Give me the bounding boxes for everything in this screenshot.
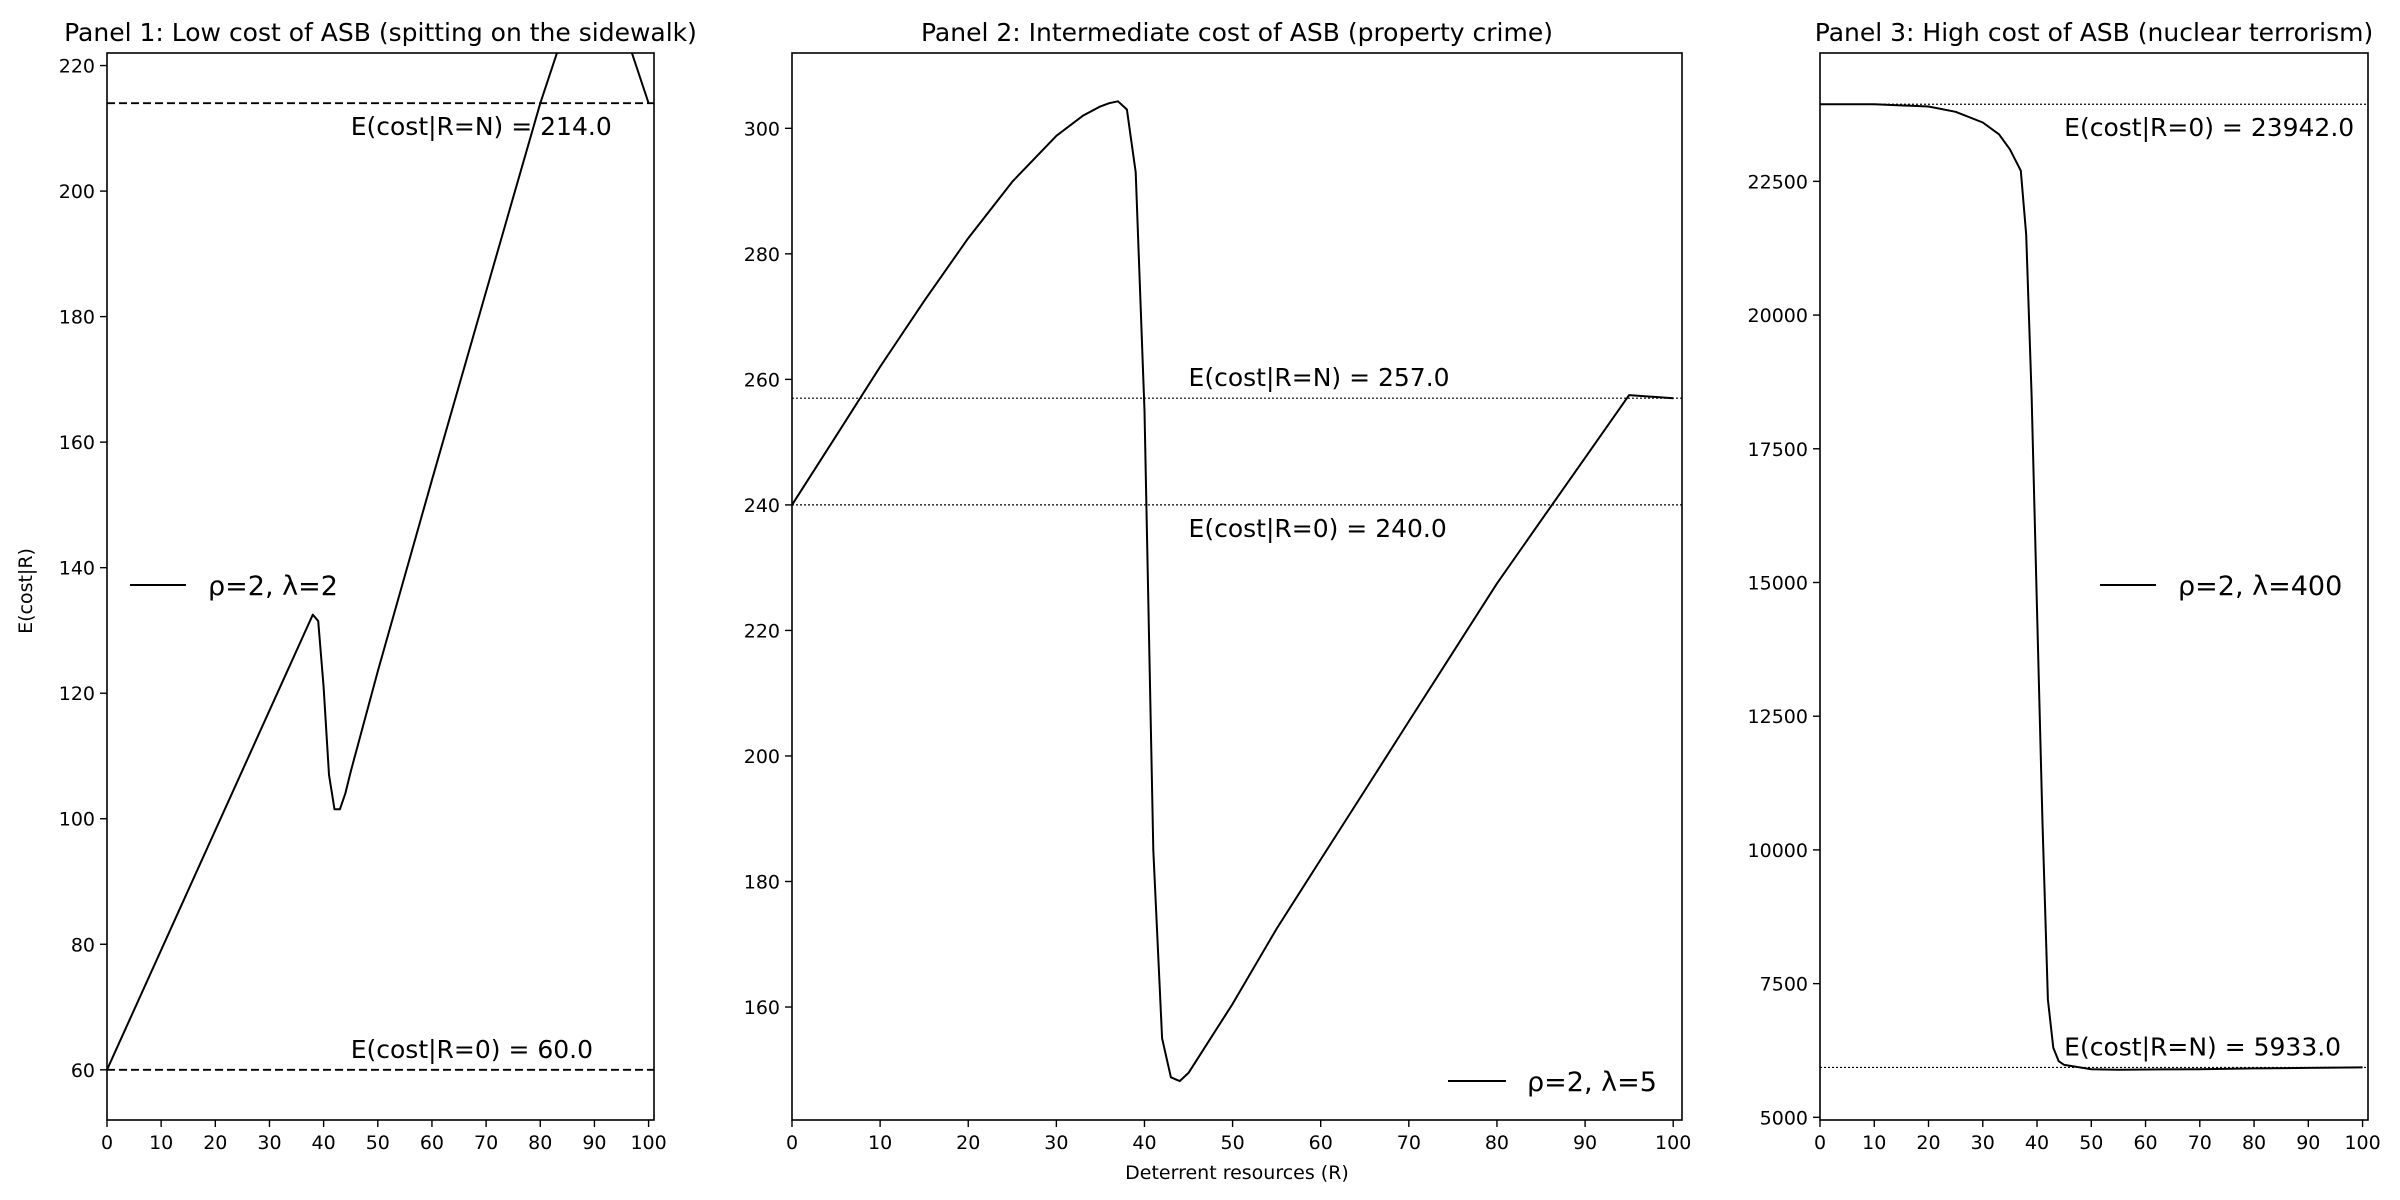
- panel-2-reference-label-2: E(cost|R=0) = 240.0: [1189, 514, 1447, 543]
- panel-2: Panel 2: Intermediate cost of ASB (prope…: [744, 18, 1692, 1154]
- panel-1-series-line-1: [107, 53, 650, 1071]
- panel-3-x-tick-label-0: 0: [1814, 1132, 1826, 1154]
- panel-3-plot-frame: [1819, 52, 2369, 1121]
- panel-2-x-tick-label-30: 30: [1044, 1132, 1068, 1154]
- panel-1-x-tick-label-20: 20: [203, 1132, 227, 1154]
- panel-3-y-tick-label-10000: 10000: [1748, 840, 1808, 862]
- panel-2-x-tick-label-50: 50: [1221, 1132, 1245, 1154]
- panel-1: Panel 1: Low cost of ASB (spitting on th…: [59, 18, 697, 1154]
- panel-1-legend: ρ=2, λ=2: [130, 571, 338, 602]
- panel-3-y-tick-label-7500: 7500: [1760, 974, 1808, 996]
- panel-2-x-tick-label-10: 10: [868, 1132, 892, 1154]
- panel-1-x-tick-label-80: 80: [528, 1132, 552, 1154]
- panel-3-y-tick-label-22500: 22500: [1748, 171, 1808, 193]
- panel-2-y-tick-label-260: 260: [744, 369, 780, 391]
- panel-3-y-tick-label-12500: 12500: [1748, 706, 1808, 728]
- panel-2-y-tick-label-200: 200: [744, 746, 780, 768]
- panel-3: Panel 3: High cost of ASB (nuclear terro…: [1748, 18, 2381, 1154]
- panel-2-x-tick-label-40: 40: [1132, 1132, 1156, 1154]
- panel-2-legend: ρ=2, λ=5: [1448, 1067, 1657, 1098]
- panel-1-y-tick-label-180: 180: [59, 307, 95, 329]
- panel-2-x-tick-label-80: 80: [1485, 1132, 1509, 1154]
- panel-1-title: Panel 1: Low cost of ASB (spitting on th…: [64, 18, 697, 47]
- panel-2-x-tick-label-0: 0: [786, 1132, 798, 1154]
- panel-3-x-tick-label-30: 30: [1971, 1132, 1995, 1154]
- panel-2-y-tick-label-160: 160: [744, 997, 780, 1019]
- panel-2-y-tick-label-240: 240: [744, 495, 780, 517]
- panel-1-x-tick-label-50: 50: [366, 1132, 390, 1154]
- panel-2-legend-label: ρ=2, λ=5: [1527, 1067, 1657, 1098]
- panel-2-y-tick-label-280: 280: [744, 244, 780, 266]
- panel-3-x-tick-label-90: 90: [2296, 1132, 2320, 1154]
- panel-1-y-tick-label-140: 140: [59, 558, 95, 580]
- panel-1-x-tick-label-60: 60: [420, 1132, 444, 1154]
- panel-2-series-line-1: [792, 100, 1674, 1083]
- panel-1-x-tick-label-10: 10: [149, 1132, 173, 1154]
- panel-1-x-tick-label-30: 30: [257, 1132, 281, 1154]
- panel-3-y-tick-label-5000: 5000: [1760, 1107, 1808, 1129]
- panel-3-x-tick-label-10: 10: [1862, 1132, 1886, 1154]
- panel-1-y-tick-label-200: 200: [59, 181, 95, 203]
- panel-1-reference-label-2: E(cost|R=0) = 60.0: [351, 1035, 593, 1064]
- panel-1-plot-frame: [106, 52, 655, 1121]
- panel-1-y-tick-label-160: 160: [59, 432, 95, 454]
- panel-2-x-tick-label-20: 20: [956, 1132, 980, 1154]
- panel-2-x-tick-label-70: 70: [1397, 1132, 1421, 1154]
- panel-3-x-tick-label-100: 100: [2344, 1132, 2380, 1154]
- panel-2-plot-frame: [791, 52, 1683, 1121]
- panel-3-x-tick-label-60: 60: [2133, 1132, 2157, 1154]
- panel-3-reference-label-2: E(cost|R=N) = 5933.0: [2064, 1032, 2341, 1061]
- panel-1-y-tick-label-100: 100: [59, 809, 95, 831]
- panel-3-x-tick-label-20: 20: [1916, 1132, 1940, 1154]
- panel-1-y-tick-label-80: 80: [71, 934, 95, 956]
- panel-3-x-tick-label-50: 50: [2079, 1132, 2103, 1154]
- panel-3-reference-label-1: E(cost|R=0) = 23942.0: [2064, 113, 2354, 142]
- panel-1-x-tick-label-40: 40: [312, 1132, 336, 1154]
- panel-3-y-tick-label-20000: 20000: [1748, 305, 1808, 327]
- panel-2-y-tick-label-180: 180: [744, 871, 780, 893]
- panel-2-title: Panel 2: Intermediate cost of ASB (prope…: [921, 18, 1553, 47]
- panel-3-x-tick-label-80: 80: [2242, 1132, 2266, 1154]
- panel-3-y-tick-label-17500: 17500: [1748, 439, 1808, 461]
- panel-1-legend-label: ρ=2, λ=2: [208, 571, 338, 602]
- panel-1-x-tick-label-0: 0: [101, 1132, 113, 1154]
- panel-3-legend-label: ρ=2, λ=400: [2178, 571, 2342, 602]
- panel-2-x-tick-label-60: 60: [1309, 1132, 1333, 1154]
- panel-2-x-tick-label-100: 100: [1655, 1132, 1691, 1154]
- panel-3-y-tick-label-15000: 15000: [1748, 572, 1808, 594]
- panel-1-reference-label-1: E(cost|R=N) = 214.0: [351, 112, 612, 141]
- panel-3-x-tick-label-70: 70: [2188, 1132, 2212, 1154]
- panel-1-y-tick-label-60: 60: [71, 1060, 95, 1082]
- panel-2-x-tick-label-90: 90: [1573, 1132, 1597, 1154]
- panel-1-x-tick-label-70: 70: [474, 1132, 498, 1154]
- y-axis-label: E(cost|R): [15, 548, 37, 634]
- panel-1-y-tick-label-220: 220: [59, 56, 95, 78]
- panel-3-x-tick-label-40: 40: [2025, 1132, 2049, 1154]
- panel-1-x-tick-label-100: 100: [630, 1132, 666, 1154]
- panel-3-series-line-1: [1820, 103, 2363, 1071]
- panel-3-title: Panel 3: High cost of ASB (nuclear terro…: [1815, 18, 2373, 47]
- panel-2-y-tick-label-220: 220: [744, 620, 780, 642]
- x-axis-label: Deterrent resources (R): [1125, 1162, 1349, 1184]
- panel-2-y-tick-label-300: 300: [744, 118, 780, 140]
- panel-3-legend: ρ=2, λ=400: [2100, 571, 2342, 602]
- panel-1-y-tick-label-120: 120: [59, 683, 95, 705]
- panel-1-x-tick-label-90: 90: [582, 1132, 606, 1154]
- panel-2-reference-label-1: E(cost|R=N) = 257.0: [1189, 363, 1450, 392]
